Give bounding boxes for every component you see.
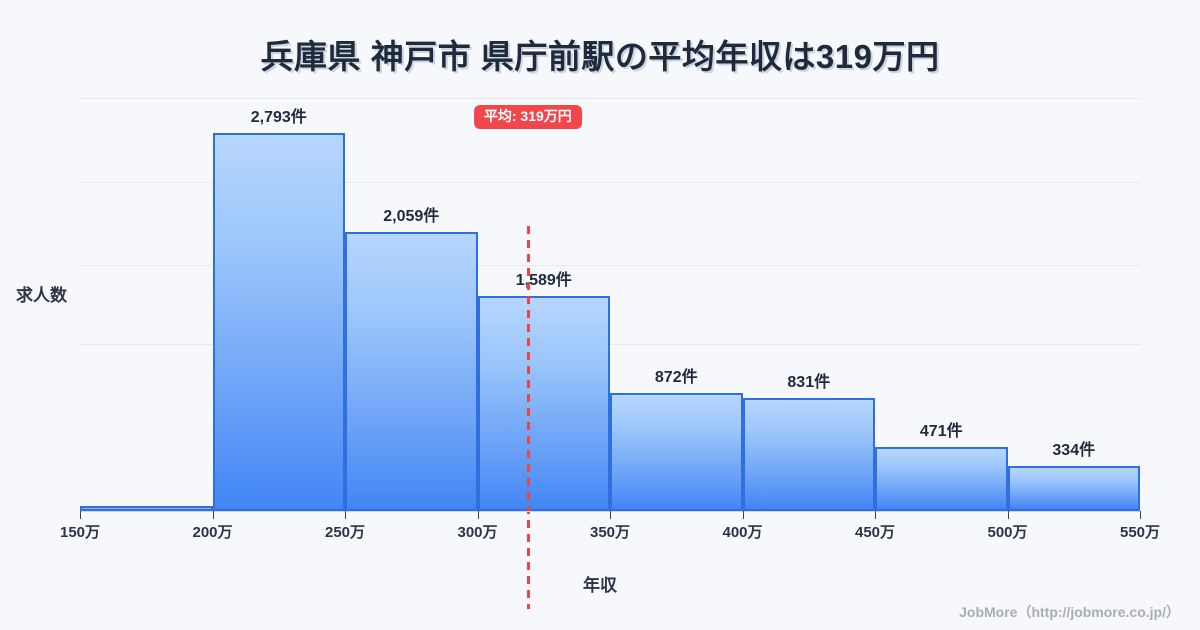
x-axis-ticks [80,511,1141,519]
bar[interactable] [875,447,1008,511]
bar[interactable] [742,398,875,511]
bar-slot: 831件 [742,98,875,511]
bar-slot: 2,059件 [345,98,478,511]
bar-value-label: 872件 [654,369,698,386]
x-axis-tick-label: 450万 [854,524,896,541]
bar-slot: 872件 [610,98,743,511]
bar-value-label: 471件 [919,423,963,440]
bar[interactable] [477,296,610,511]
x-axis-tick-label: 150万 [59,524,101,541]
bar-slot: 334件 [1007,98,1140,511]
bar-value-label: 2,793件 [250,109,307,126]
x-axis-tick-label: 550万 [1119,524,1161,541]
x-axis-tick-label: 500万 [987,524,1028,541]
x-axis-tick [742,511,744,519]
x-axis-tick [80,511,81,519]
bar-value-label: 334件 [1052,442,1096,459]
x-axis-tick [212,511,214,519]
x-axis-tick [345,511,346,519]
bar-slot [80,98,213,511]
bar-value-label: 831件 [787,374,831,391]
bar[interactable] [1007,466,1140,511]
x-axis-tick-label: 200万 [192,524,233,541]
plot-area: 2,793件 2,059件 1,589件 872件 831件 471件 334件 [80,98,1140,609]
bar-series: 2,793件 2,059件 1,589件 872件 831件 471件 334件 [80,98,1140,511]
bar[interactable] [80,506,213,511]
x-axis-title: 年収 [583,576,617,595]
bar[interactable] [212,133,345,511]
footer-attribution: JobMore（http://jobmore.co.jp/） [959,604,1180,620]
page-title: 兵庫県 神戸市 県庁前駅の平均年収は319万円 [260,38,940,75]
bar-slot: 1,589件 [477,98,610,511]
x-axis-tick-label: 400万 [722,524,763,541]
x-axis-tick-label: 350万 [589,524,631,541]
y-axis-title: 求人数 [16,286,67,305]
bar-slot: 471件 [875,98,1008,511]
x-axis-tick [610,511,611,519]
bar-value-label: 1,589件 [515,272,572,289]
x-axis-tick [1140,511,1141,519]
x-axis-tick-labels: 150万 200万 250万 300万 350万 400万 450万 500万 550万 [0,521,1200,545]
bar[interactable] [345,232,478,511]
bar-value-label: 2,059件 [383,208,440,225]
average-badge: 平均: 319万円 [473,105,582,130]
bar-slot: 2,793件 [212,98,345,511]
x-axis-tick [477,511,479,519]
x-axis-tick [875,511,876,519]
x-axis-tick-label: 250万 [324,524,366,541]
x-axis-tick-label: 300万 [457,524,498,541]
x-axis-tick [1007,511,1009,519]
bar[interactable] [610,393,743,511]
average-line [526,226,530,609]
